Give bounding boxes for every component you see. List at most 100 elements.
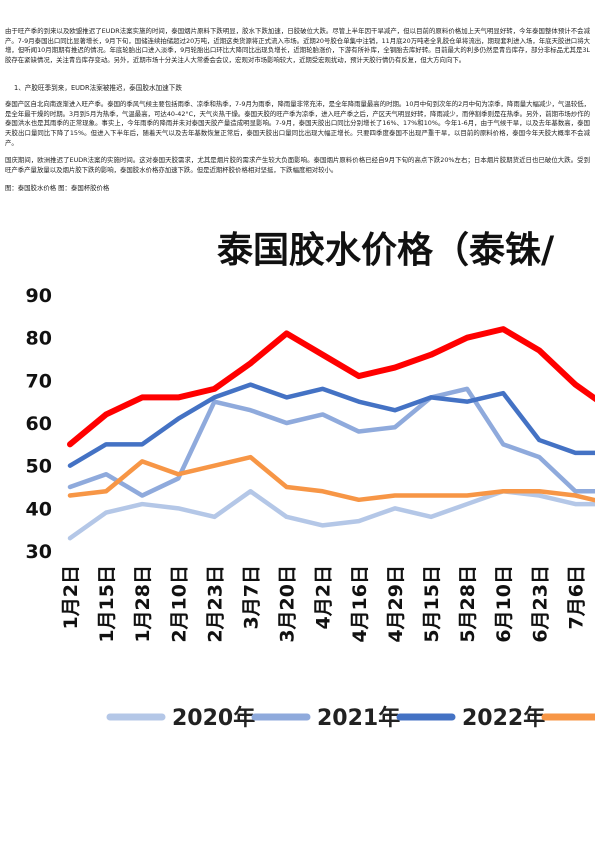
data-point: [285, 485, 289, 489]
data-point: [321, 353, 325, 357]
data-point: [321, 412, 325, 416]
data-point: [573, 494, 577, 498]
data-point: [393, 506, 397, 510]
data-point: [573, 489, 577, 493]
x-tick-label: 3月20日: [277, 565, 299, 643]
data-point: [465, 336, 469, 340]
data-point: [212, 395, 216, 399]
y-tick-label: 40: [26, 498, 52, 520]
x-tick-label: 3月7日: [241, 565, 263, 629]
data-point: [357, 498, 361, 502]
x-tick-label: 4月29日: [385, 565, 407, 643]
data-point: [537, 489, 541, 493]
data-point: [249, 361, 252, 365]
data-point: [501, 327, 505, 331]
y-tick-label: 90: [26, 285, 52, 307]
chart-svg: 泰国胶水价格（泰铢/ 90 80 70 60 50 40 30 1月2日 1月15日 1月28日…: [26, 229, 595, 731]
data-point: [357, 400, 361, 404]
x-tick-label: 4月16日: [349, 565, 371, 643]
data-point: [68, 494, 72, 498]
data-point: [140, 459, 144, 463]
data-point: [285, 331, 289, 335]
data-point: [104, 472, 108, 476]
data-point: [465, 494, 469, 498]
data-point: [104, 442, 108, 446]
x-tick-label: 1月15日: [96, 565, 118, 643]
x-tick-label: 5月15日: [421, 565, 443, 643]
data-point: [537, 348, 541, 352]
data-point: [176, 417, 180, 421]
data-point: [501, 442, 505, 446]
data-point: [176, 395, 180, 399]
series-line: [67, 454, 595, 503]
data-point: [465, 387, 469, 391]
data-point: [321, 387, 325, 391]
data-point: [573, 451, 577, 455]
data-point: [357, 519, 361, 523]
data-point: [501, 391, 505, 395]
data-point: [249, 408, 252, 412]
series-line: [67, 326, 595, 448]
y-tick-label: 30: [26, 541, 52, 563]
data-point: [176, 506, 180, 510]
x-tick-label: 1月2日: [60, 565, 82, 629]
data-point: [429, 353, 433, 357]
data-point: [537, 494, 541, 498]
legend-label: 2022年: [462, 705, 545, 731]
legend-label: 2021年: [317, 705, 400, 731]
x-tick-label: 2月23日: [204, 565, 226, 643]
data-point: [249, 489, 252, 493]
x-tick-label: 6月23日: [529, 565, 551, 643]
data-point: [537, 438, 541, 442]
data-point: [429, 494, 433, 498]
data-point: [285, 515, 289, 519]
series-line: [67, 489, 595, 541]
latex-price-chart: 泰国胶水价格（泰铢/ 90 80 70 60 50 40 30 1月2日 1月15日 1月28日…: [5, 200, 595, 758]
data-point: [357, 374, 361, 378]
data-point: [140, 502, 144, 506]
y-tick-label: 50: [26, 456, 52, 478]
x-tick-label: 2月10日: [168, 565, 190, 643]
legend-label: 2020年: [172, 705, 255, 731]
data-point: [176, 472, 180, 476]
data-point: [285, 395, 289, 399]
data-point: [68, 536, 72, 540]
x-tick-label: 6月10日: [493, 565, 515, 643]
data-point: [68, 464, 72, 468]
data-point: [321, 523, 325, 527]
series-line: [67, 382, 595, 468]
data-point: [393, 494, 397, 498]
data-point: [393, 408, 397, 412]
paragraph-market-summary: 由于旺产季的到来以及欧盟推迟了EUDR法案实施的时间，泰国烟片原料下跌明显，胶水…: [5, 27, 590, 65]
data-point: [140, 442, 144, 446]
data-point: [537, 455, 541, 459]
chart-legend: 2020年2021年2022年2023年2024年: [106, 705, 595, 731]
x-axis: 1月2日 1月15日 1月28日 2月10日 2月23日 3月7日 3月20日 4月2日 4月1…: [60, 565, 587, 643]
data-point: [249, 383, 252, 387]
y-axis: 90 80 70 60 50 40 30: [26, 285, 52, 563]
x-tick-label: 4月2日: [313, 565, 335, 629]
data-point: [212, 387, 216, 391]
data-point: [212, 464, 216, 468]
data-point: [321, 489, 325, 493]
paragraph-production-season: 泰国产区自北向南逐渐进入旺产季。泰国的季风气候主要包括雨季、凉季和热季，7-9月…: [5, 100, 591, 147]
section-heading: 1、产胶旺季到来，EUDR法案被推迟，泰国胶水加速下跌: [14, 84, 182, 92]
data-point: [501, 489, 505, 493]
data-point: [429, 515, 433, 519]
y-tick-label: 70: [26, 370, 52, 392]
series-line: [67, 386, 595, 498]
data-point: [104, 412, 108, 416]
data-point: [140, 395, 144, 399]
y-tick-label: 60: [26, 413, 52, 435]
data-point: [212, 400, 216, 404]
data-point: [573, 383, 577, 387]
data-point: [68, 485, 72, 489]
data-point: [285, 421, 289, 425]
data-point: [393, 425, 397, 429]
x-tick-label: 7月6日: [565, 565, 587, 629]
data-point: [68, 442, 72, 446]
data-point: [140, 494, 144, 498]
figure-caption: 图：泰国胶水价格 图：泰国杯胶价格: [5, 184, 110, 192]
chart-title: 泰国胶水价格（泰铢/: [217, 229, 555, 271]
data-point: [104, 489, 108, 493]
